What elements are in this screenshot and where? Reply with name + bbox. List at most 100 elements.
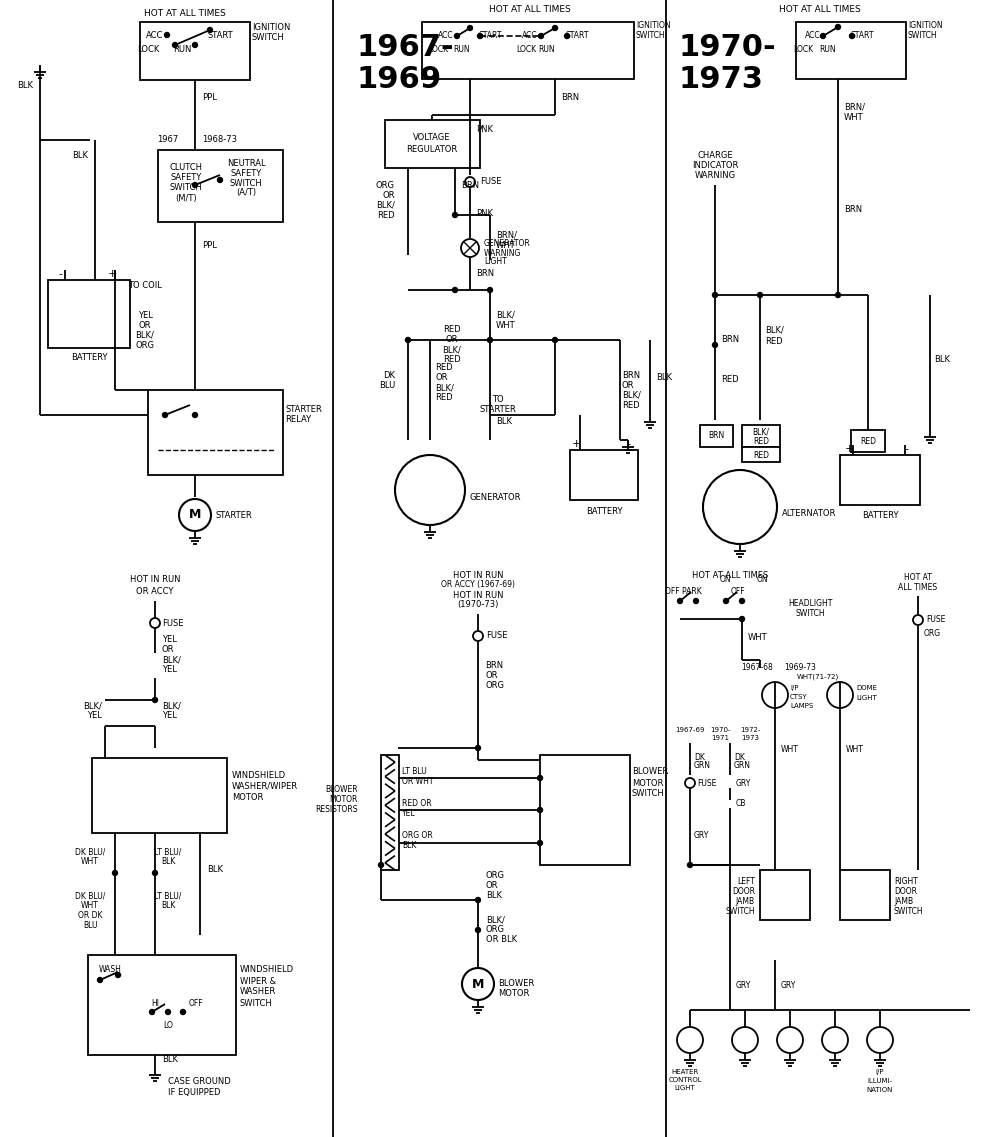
Circle shape [488, 288, 492, 292]
Text: WARNING: WARNING [484, 249, 521, 257]
Text: YEL: YEL [162, 636, 177, 645]
Text: STARTER: STARTER [480, 406, 516, 415]
Circle shape [192, 183, 198, 188]
Text: DOOR: DOOR [894, 888, 917, 896]
Text: M: M [189, 508, 201, 522]
Text: DK BLU/: DK BLU/ [75, 847, 105, 856]
Text: YEL: YEL [138, 310, 152, 319]
Text: SAFETY: SAFETY [170, 174, 202, 183]
Text: SWITCH: SWITCH [252, 33, 285, 42]
Text: HOT IN RUN: HOT IN RUN [453, 590, 503, 599]
Text: OR WHT: OR WHT [402, 777, 434, 786]
Text: RED: RED [377, 210, 395, 219]
Text: BLK: BLK [934, 356, 950, 365]
Circle shape [740, 616, 744, 622]
Text: CLUTCH: CLUTCH [170, 164, 202, 173]
Text: 1971: 1971 [711, 735, 729, 741]
Text: MOTOR: MOTOR [232, 792, 263, 802]
Text: BLK/: BLK/ [136, 331, 154, 340]
Text: OFF: OFF [189, 999, 203, 1009]
Text: HOT AT ALL TIMES: HOT AT ALL TIMES [144, 8, 226, 17]
Circle shape [538, 775, 542, 780]
Text: RED: RED [721, 375, 739, 384]
Text: BATTERY: BATTERY [862, 512, 898, 521]
Text: SWITCH: SWITCH [795, 608, 825, 617]
Text: LEFT: LEFT [737, 878, 755, 887]
Text: BLU: BLU [379, 381, 395, 390]
Text: BRN: BRN [461, 181, 479, 190]
Bar [742, 425, 780, 447]
Bar [48, 280, 130, 348]
Text: ORG: ORG [485, 681, 504, 689]
Circle shape [150, 1010, 154, 1014]
Text: RED OR: RED OR [402, 798, 432, 807]
Text: 1967-: 1967- [356, 33, 454, 63]
Circle shape [850, 33, 854, 39]
Text: OFF: OFF [731, 588, 745, 597]
Text: 1967-68: 1967-68 [741, 664, 773, 672]
Text: BLU: BLU [83, 921, 97, 930]
Text: FUSE: FUSE [697, 779, 716, 788]
Circle shape [218, 177, 222, 183]
Text: CONTROL: CONTROL [668, 1077, 702, 1084]
Circle shape [552, 338, 558, 342]
Circle shape [98, 978, 103, 982]
Text: BLOWER: BLOWER [498, 979, 534, 988]
Text: 1972-: 1972- [740, 727, 760, 733]
Text: INDICATOR: INDICATOR [692, 160, 738, 169]
Text: OR: OR [486, 880, 498, 889]
Text: (A/T): (A/T) [236, 189, 256, 198]
Text: RED: RED [753, 437, 769, 446]
Text: +: + [844, 445, 854, 454]
Text: ACC: ACC [522, 32, 538, 41]
Text: LT BLU: LT BLU [402, 766, 427, 775]
Text: 1970-: 1970- [678, 33, 776, 63]
Text: +: + [571, 439, 581, 449]
Circle shape [552, 25, 558, 31]
Text: I/P: I/P [876, 1069, 884, 1074]
Text: BRN: BRN [561, 92, 579, 101]
Text: 1967: 1967 [157, 135, 179, 144]
Text: BLK/: BLK/ [496, 310, 515, 319]
Text: BLK: BLK [402, 841, 416, 850]
Text: HI: HI [151, 999, 159, 1009]
Text: BRN: BRN [708, 432, 724, 440]
Text: RUN: RUN [173, 45, 191, 55]
Text: CTSY: CTSY [790, 694, 808, 700]
Bar [851, 430, 885, 453]
Text: (M/T): (M/T) [175, 193, 197, 202]
Text: LAMPS: LAMPS [790, 703, 813, 709]
Text: ACC: ACC [146, 31, 164, 40]
Circle shape [173, 42, 178, 48]
Text: WHT: WHT [781, 746, 799, 755]
Text: LIGHT: LIGHT [675, 1085, 695, 1092]
Text: IGNITION: IGNITION [908, 22, 943, 31]
Circle shape [712, 342, 718, 348]
Text: ALL TIMES: ALL TIMES [898, 582, 938, 591]
Text: BLK: BLK [496, 416, 512, 425]
Text: OR: OR [162, 646, 175, 655]
Bar [540, 755, 630, 865]
Text: -: - [904, 445, 908, 454]
Circle shape [166, 1010, 170, 1014]
Text: BRN: BRN [476, 268, 494, 277]
Text: LT BLU/: LT BLU/ [154, 847, 182, 856]
Text: TO COIL: TO COIL [128, 281, 162, 290]
Text: PPL: PPL [202, 241, 217, 249]
Text: RESISTORS: RESISTORS [316, 805, 358, 814]
Text: LOCK: LOCK [428, 45, 448, 55]
Text: ORG: ORG [486, 926, 505, 935]
Text: WINDSHIELD: WINDSHIELD [232, 771, 286, 780]
Circle shape [712, 292, 718, 298]
Text: +: + [107, 269, 117, 279]
Circle shape [152, 697, 158, 703]
Text: MOTOR: MOTOR [330, 796, 358, 805]
Text: BRN/: BRN/ [844, 102, 865, 111]
Text: LIGHT: LIGHT [856, 695, 877, 702]
Text: HOT AT: HOT AT [904, 573, 932, 581]
Circle shape [758, 292, 763, 298]
Text: SWITCH: SWITCH [908, 32, 938, 41]
Text: ORG: ORG [486, 871, 505, 880]
Text: ACC: ACC [805, 32, 821, 41]
Text: YEL: YEL [402, 808, 416, 818]
